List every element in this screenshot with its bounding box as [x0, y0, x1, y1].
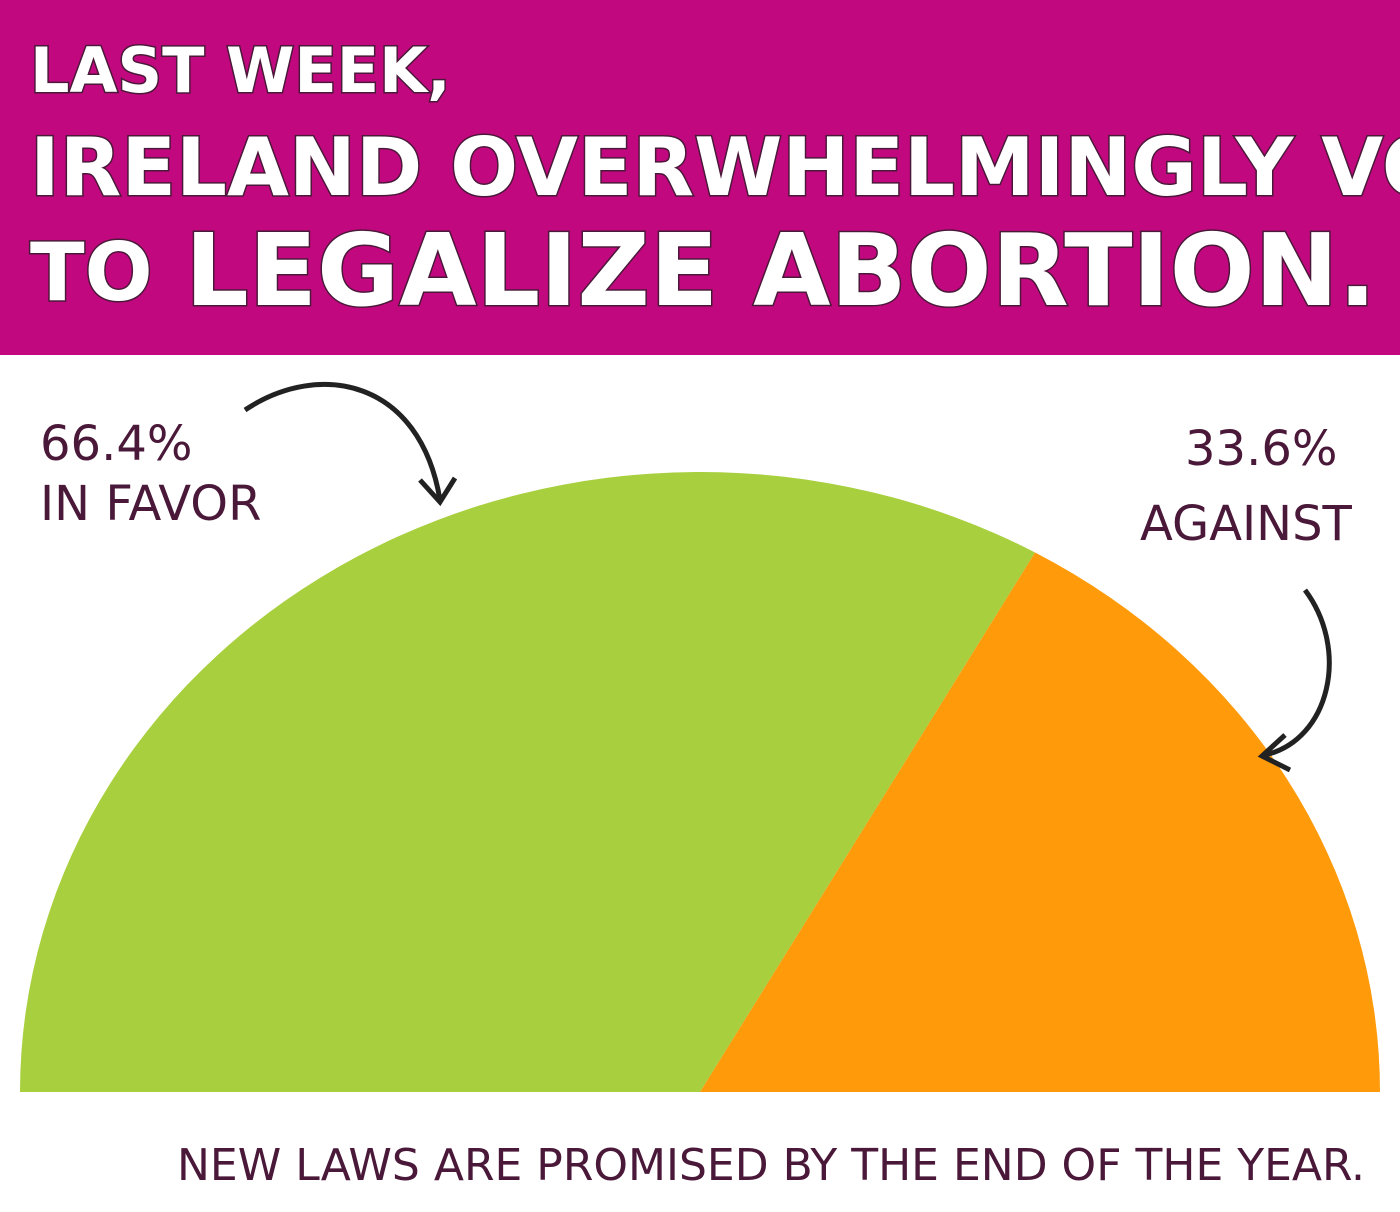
title-line: LAST WEEK,	[30, 34, 451, 107]
title-line: LEGALIZE ABORTION.	[185, 212, 1376, 329]
arrow-head	[1257, 733, 1292, 773]
category-label: AGAINST	[1140, 496, 1353, 552]
title-line: IRELAND OVERWHELMINGLY VOTED	[30, 121, 1400, 214]
category-label: IN FAVOR	[40, 476, 261, 532]
arrow	[243, 381, 443, 501]
title-line: TO	[30, 226, 153, 319]
footnote: NEW LAWS ARE PROMISED BY THE END OF THE …	[177, 1140, 1365, 1191]
value-label: 66.4%	[40, 416, 192, 472]
pie-slice	[20, 471, 1036, 1092]
value-label: 33.6%	[1185, 421, 1337, 477]
pie	[20, 471, 1380, 1092]
arrow-head	[418, 476, 458, 507]
arrow	[1264, 588, 1332, 758]
pie-slice	[700, 552, 1380, 1092]
header-band	[0, 0, 1400, 355]
